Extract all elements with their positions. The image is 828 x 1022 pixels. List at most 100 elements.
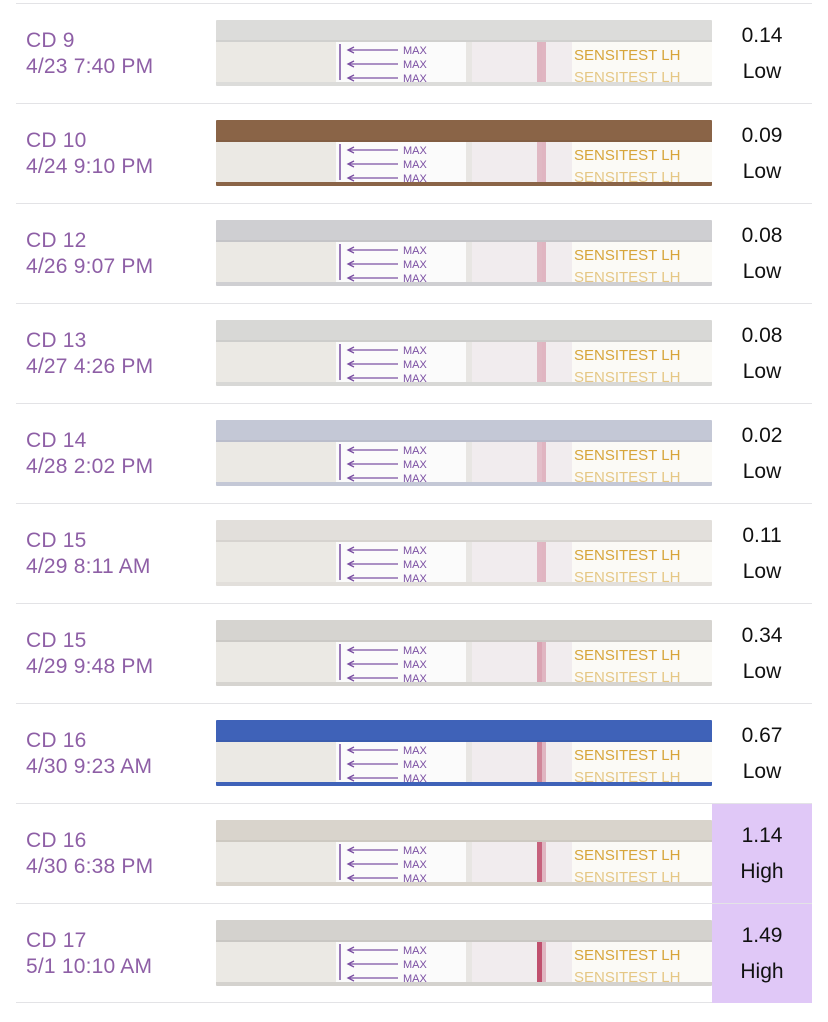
test-meta: CD 12 4/26 9:07 PM — [26, 228, 153, 280]
result-value: 0.08 — [741, 223, 783, 247]
strip-max-text: MAX — [403, 345, 428, 357]
cycle-day-label: CD 16 — [26, 829, 87, 852]
test-strip-photo[interactable]: MAX MAX MAX SENSITEST LH SENSITEST LH — [216, 920, 712, 986]
test-row[interactable]: CD 15 4/29 9:48 PM MAX MAX MAX SENSITEST… — [16, 603, 812, 703]
test-meta: CD 17 5/1 10:10 AM — [26, 928, 152, 980]
strip-max-text: MAX — [403, 373, 428, 385]
result-level: Low — [742, 659, 782, 683]
strip-max-text: MAX — [403, 859, 428, 871]
strip-brand-text: SENSITEST LH — [574, 669, 680, 686]
strip-brand-text: SENSITEST LH — [574, 347, 680, 364]
strip-max-text: MAX — [403, 245, 428, 257]
cycle-day-label: CD 15 — [26, 629, 87, 652]
strip-brand-text: SENSITEST LH — [574, 869, 680, 886]
test-strip-photo[interactable]: MAX MAX MAX SENSITEST LH SENSITEST LH — [216, 220, 712, 286]
result-value: 1.14 — [741, 823, 783, 847]
test-meta: CD 15 4/29 8:11 AM — [26, 528, 151, 580]
strip-max-text: MAX — [403, 259, 428, 271]
result-level: Low — [742, 159, 782, 183]
strip-max-text: MAX — [403, 745, 428, 757]
result-value: 0.67 — [741, 723, 783, 747]
strip-max-text: MAX — [403, 145, 428, 157]
test-row[interactable]: CD 9 4/23 7:40 PM MAX MAX MAX SENSITEST … — [16, 3, 812, 103]
result-level: Low — [742, 459, 782, 483]
strip-max-text: MAX — [403, 559, 428, 571]
test-meta: CD 13 4/27 4:26 PM — [26, 328, 153, 380]
strip-max-text: MAX — [403, 945, 428, 957]
strip-max-text: MAX — [403, 959, 428, 971]
test-row[interactable]: CD 16 4/30 9:23 AM MAX MAX MAX SENSITEST… — [16, 703, 812, 803]
result-value: 1.49 — [741, 923, 783, 947]
test-datetime: 4/24 9:10 PM — [26, 155, 154, 178]
strip-max-text: MAX — [403, 673, 428, 685]
strip-image: MAX MAX MAX SENSITEST LH SENSITEST LH — [216, 20, 712, 86]
test-datetime: 4/29 9:48 PM — [26, 655, 154, 678]
test-meta: CD 16 4/30 6:38 PM — [26, 828, 153, 880]
result-level: Low — [742, 559, 782, 583]
test-datetime: 5/1 10:10 AM — [26, 955, 153, 978]
test-row[interactable]: CD 13 4/27 4:26 PM MAX MAX MAX SENSITEST… — [16, 303, 812, 403]
strip-max-text: MAX — [403, 473, 428, 485]
test-strip-photo[interactable]: MAX MAX MAX SENSITEST LH SENSITEST LH — [216, 20, 712, 86]
strip-brand-text: SENSITEST LH — [574, 169, 680, 186]
strip-max-text: MAX — [403, 845, 428, 857]
strip-brand-text: SENSITEST LH — [574, 247, 680, 264]
strip-brand-text: SENSITEST LH — [574, 269, 680, 286]
test-meta: CD 10 4/24 9:10 PM — [26, 128, 153, 180]
test-row[interactable]: CD 16 4/30 6:38 PM MAX MAX MAX SENSITEST… — [16, 803, 812, 903]
strip-image: MAX MAX MAX SENSITEST LH SENSITEST LH — [216, 320, 712, 386]
strip-max-text: MAX — [403, 173, 428, 185]
result-value: 0.34 — [741, 623, 783, 647]
result-cell: 1.14 High — [712, 804, 812, 903]
test-row[interactable]: CD 10 4/24 9:10 PM MAX MAX MAX SENSITEST… — [16, 103, 812, 203]
test-strip-photo[interactable]: MAX MAX MAX SENSITEST LH SENSITEST LH — [216, 620, 712, 686]
strip-image: MAX MAX MAX SENSITEST LH SENSITEST LH — [216, 120, 712, 186]
result-cell: 0.02 Low — [712, 404, 812, 503]
strip-image: MAX MAX MAX SENSITEST LH SENSITEST LH — [216, 920, 712, 986]
test-strip-photo[interactable]: MAX MAX MAX SENSITEST LH SENSITEST LH — [216, 820, 712, 886]
test-datetime: 4/27 4:26 PM — [26, 355, 154, 378]
strip-max-text: MAX — [403, 459, 428, 471]
result-level: Low — [742, 259, 782, 283]
strip-max-text: MAX — [403, 573, 428, 585]
strip-image: MAX MAX MAX SENSITEST LH SENSITEST LH — [216, 720, 712, 786]
test-datetime: 4/28 2:02 PM — [26, 455, 154, 478]
test-row[interactable]: CD 15 4/29 8:11 AM MAX MAX MAX SENSITEST… — [16, 503, 812, 603]
test-strip-photo[interactable]: MAX MAX MAX SENSITEST LH SENSITEST LH — [216, 420, 712, 486]
strip-max-text: MAX — [403, 73, 428, 85]
test-meta: CD 9 4/23 7:40 PM — [26, 28, 153, 80]
test-row[interactable]: CD 14 4/28 2:02 PM MAX MAX MAX SENSITEST… — [16, 403, 812, 503]
cycle-day-label: CD 15 — [26, 529, 87, 552]
test-strip-photo[interactable]: MAX MAX MAX SENSITEST LH SENSITEST LH — [216, 320, 712, 386]
strip-max-text: MAX — [403, 659, 428, 671]
result-value: 0.08 — [741, 323, 783, 347]
strip-brand-text: SENSITEST LH — [574, 469, 680, 486]
strip-brand-text: SENSITEST LH — [574, 547, 680, 564]
result-value: 0.02 — [741, 423, 783, 447]
strip-max-text: MAX — [403, 45, 428, 57]
strip-max-text: MAX — [403, 873, 428, 885]
strip-image: MAX MAX MAX SENSITEST LH SENSITEST LH — [216, 420, 712, 486]
test-strip-photo[interactable]: MAX MAX MAX SENSITEST LH SENSITEST LH — [216, 720, 712, 786]
result-level: Low — [742, 759, 782, 783]
test-row[interactable]: CD 12 4/26 9:07 PM MAX MAX MAX SENSITEST… — [16, 203, 812, 303]
cycle-day-label: CD 12 — [26, 229, 87, 252]
strip-image: MAX MAX MAX SENSITEST LH SENSITEST LH — [216, 620, 712, 686]
test-strip-photo[interactable]: MAX MAX MAX SENSITEST LH SENSITEST LH — [216, 120, 712, 186]
cycle-day-label: CD 17 — [26, 929, 87, 952]
test-strip-photo[interactable]: MAX MAX MAX SENSITEST LH SENSITEST LH — [216, 520, 712, 586]
result-cell: 0.08 Low — [712, 304, 812, 403]
result-value: 0.11 — [742, 523, 782, 547]
test-datetime: 4/29 8:11 AM — [26, 555, 151, 578]
result-cell: 0.09 Low — [712, 104, 812, 203]
strip-brand-text: SENSITEST LH — [574, 947, 680, 964]
result-cell: 0.08 Low — [712, 204, 812, 303]
test-meta: CD 14 4/28 2:02 PM — [26, 428, 153, 480]
strip-image: MAX MAX MAX SENSITEST LH SENSITEST LH — [216, 220, 712, 286]
result-value: 0.14 — [741, 23, 783, 47]
cycle-day-label: CD 16 — [26, 729, 87, 752]
test-meta: CD 15 4/29 9:48 PM — [26, 628, 153, 680]
strip-brand-text: SENSITEST LH — [574, 447, 680, 464]
test-row[interactable]: CD 17 5/1 10:10 AM MAX MAX MAX SENSITEST… — [16, 903, 812, 1003]
result-value: 0.09 — [741, 123, 783, 147]
